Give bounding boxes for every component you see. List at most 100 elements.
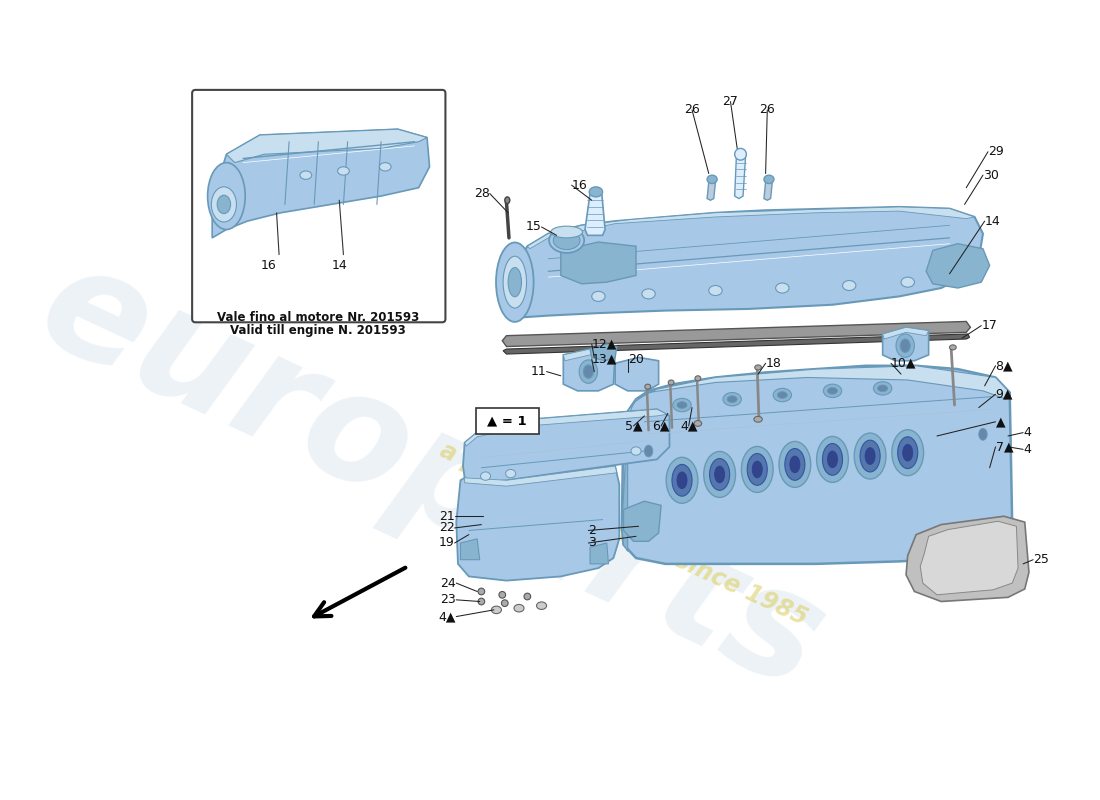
Polygon shape — [590, 344, 617, 361]
Ellipse shape — [502, 600, 508, 606]
Text: 30: 30 — [983, 169, 999, 182]
Ellipse shape — [492, 606, 502, 614]
Ellipse shape — [695, 376, 701, 381]
Text: 4▲: 4▲ — [439, 610, 456, 623]
Ellipse shape — [865, 448, 876, 465]
Ellipse shape — [667, 458, 697, 503]
Ellipse shape — [694, 421, 702, 426]
Text: 20: 20 — [628, 353, 643, 366]
Ellipse shape — [583, 365, 593, 378]
Ellipse shape — [979, 429, 987, 440]
Text: 8▲: 8▲ — [996, 359, 1013, 372]
Ellipse shape — [676, 472, 688, 489]
Text: 7▲: 7▲ — [996, 440, 1013, 454]
Ellipse shape — [763, 175, 774, 183]
Ellipse shape — [551, 226, 583, 238]
Ellipse shape — [965, 570, 977, 580]
Polygon shape — [624, 501, 661, 542]
Text: 4▲: 4▲ — [680, 419, 697, 433]
Ellipse shape — [642, 289, 656, 299]
Ellipse shape — [855, 433, 886, 479]
Ellipse shape — [752, 461, 762, 478]
Ellipse shape — [499, 591, 506, 598]
Ellipse shape — [580, 360, 597, 383]
Polygon shape — [563, 349, 615, 391]
Ellipse shape — [481, 472, 491, 480]
FancyBboxPatch shape — [192, 90, 446, 322]
Ellipse shape — [672, 465, 692, 496]
Text: Valid till engine N. 201593: Valid till engine N. 201593 — [231, 324, 406, 337]
Polygon shape — [456, 466, 619, 581]
Ellipse shape — [976, 540, 987, 550]
Text: 26: 26 — [684, 103, 700, 117]
Polygon shape — [926, 244, 990, 288]
Ellipse shape — [900, 339, 910, 352]
Text: 11: 11 — [531, 365, 547, 378]
Ellipse shape — [631, 447, 641, 455]
Text: 26: 26 — [759, 103, 775, 117]
Text: 25: 25 — [1033, 554, 1049, 566]
Text: 27: 27 — [723, 95, 738, 108]
Ellipse shape — [903, 444, 913, 461]
Polygon shape — [735, 157, 746, 198]
Polygon shape — [527, 207, 975, 249]
FancyBboxPatch shape — [475, 407, 539, 434]
Text: 2: 2 — [588, 524, 596, 537]
Text: 29: 29 — [988, 146, 1003, 158]
Ellipse shape — [645, 445, 652, 457]
Ellipse shape — [707, 175, 717, 183]
Ellipse shape — [873, 382, 892, 395]
Text: 19: 19 — [439, 537, 454, 550]
Ellipse shape — [590, 187, 603, 197]
Ellipse shape — [773, 388, 792, 402]
Text: 14: 14 — [984, 214, 1000, 228]
Ellipse shape — [537, 602, 547, 610]
Text: 22: 22 — [439, 522, 454, 534]
Polygon shape — [921, 522, 1019, 595]
Ellipse shape — [478, 598, 485, 605]
Ellipse shape — [823, 443, 843, 475]
Text: 17: 17 — [981, 319, 998, 332]
Ellipse shape — [676, 402, 688, 408]
Ellipse shape — [211, 187, 236, 222]
Ellipse shape — [673, 398, 691, 412]
Ellipse shape — [923, 575, 935, 586]
Polygon shape — [621, 418, 628, 551]
Ellipse shape — [708, 286, 722, 295]
Ellipse shape — [208, 162, 245, 230]
Ellipse shape — [755, 365, 761, 370]
Ellipse shape — [710, 458, 729, 490]
Ellipse shape — [478, 588, 485, 595]
Text: 21: 21 — [439, 510, 454, 522]
Polygon shape — [503, 322, 970, 346]
Text: 28: 28 — [474, 187, 490, 200]
Polygon shape — [882, 327, 928, 339]
Ellipse shape — [790, 456, 800, 473]
Polygon shape — [621, 366, 1012, 564]
Ellipse shape — [1001, 535, 1012, 546]
Text: ▲: ▲ — [996, 415, 1005, 428]
Ellipse shape — [843, 281, 856, 290]
Text: 15: 15 — [526, 221, 541, 234]
Ellipse shape — [506, 470, 516, 478]
Ellipse shape — [779, 442, 811, 487]
Text: 24: 24 — [440, 577, 456, 590]
Ellipse shape — [754, 416, 762, 422]
Text: ▲ = 1: ▲ = 1 — [487, 414, 527, 427]
Ellipse shape — [896, 334, 914, 358]
Polygon shape — [707, 182, 715, 200]
Text: 4: 4 — [1023, 443, 1031, 456]
Polygon shape — [882, 327, 928, 361]
Ellipse shape — [300, 171, 311, 179]
Polygon shape — [624, 366, 1010, 419]
Ellipse shape — [727, 396, 737, 402]
Ellipse shape — [735, 149, 747, 160]
Polygon shape — [212, 129, 429, 238]
Text: 3: 3 — [588, 537, 596, 550]
Ellipse shape — [860, 440, 880, 472]
Ellipse shape — [514, 605, 524, 612]
Ellipse shape — [778, 392, 788, 398]
Polygon shape — [906, 516, 1028, 602]
Ellipse shape — [776, 283, 789, 293]
Text: 23: 23 — [440, 594, 456, 606]
